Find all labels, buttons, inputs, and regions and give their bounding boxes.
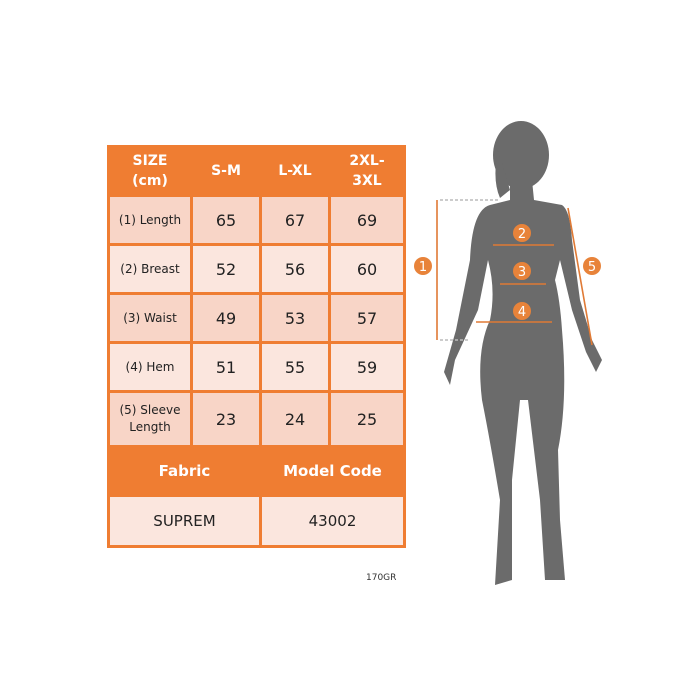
svg-text:2: 2 xyxy=(518,227,526,242)
fabric-data-row: SUPREM 43002 xyxy=(107,494,406,548)
marker-4: 4 xyxy=(513,302,531,320)
cell: 67 xyxy=(259,194,331,246)
model-code-value: 43002 xyxy=(259,494,406,548)
marker-2: 2 xyxy=(513,224,531,242)
measurement-arrows xyxy=(436,199,593,346)
header-s-m: S-M xyxy=(190,145,262,197)
size-chart-table: SIZE (cm) S-M L-XL 2XL- 3XL (1) Length 65… xyxy=(107,145,406,548)
row-label: (1) Length xyxy=(107,194,193,246)
marker-5: 5 xyxy=(583,257,601,275)
header-l-xl: L-XL xyxy=(259,145,331,197)
cell: 23 xyxy=(190,390,262,448)
cell: 57 xyxy=(328,292,406,344)
marker-1: 1 xyxy=(414,257,432,275)
cell: 60 xyxy=(328,243,406,295)
marker-3: 3 xyxy=(513,262,531,280)
fabric-header-row: Fabric Model Code xyxy=(107,445,406,497)
svg-text:5: 5 xyxy=(588,260,596,275)
table-row: (1) Length 65 67 69 xyxy=(107,194,406,246)
table-row: (4) Hem 51 55 59 xyxy=(107,341,406,393)
row-label: (4) Hem xyxy=(107,341,193,393)
cell: 49 xyxy=(190,292,262,344)
table-row: (2) Breast 52 56 60 xyxy=(107,243,406,295)
cell: 59 xyxy=(328,341,406,393)
header-size: SIZE (cm) xyxy=(107,145,193,197)
cell: 51 xyxy=(190,341,262,393)
cell: 55 xyxy=(259,341,331,393)
svg-text:3: 3 xyxy=(518,265,526,280)
cell: 56 xyxy=(259,243,331,295)
fabric-value: SUPREM xyxy=(107,494,262,548)
row-label: (2) Breast xyxy=(107,243,193,295)
model-code-header: Model Code xyxy=(259,445,406,497)
svg-text:4: 4 xyxy=(518,305,526,320)
table-row: (5) Sleeve Length 23 24 25 xyxy=(107,390,406,448)
fabric-weight-note: 170GR xyxy=(366,573,397,583)
svg-text:1: 1 xyxy=(419,260,427,275)
cell: 53 xyxy=(259,292,331,344)
row-label: (5) Sleeve Length xyxy=(107,390,193,448)
cell: 65 xyxy=(190,194,262,246)
cell: 24 xyxy=(259,390,331,448)
header-2xl-3xl: 2XL- 3XL xyxy=(328,145,406,197)
silhouette xyxy=(444,121,602,585)
cell: 25 xyxy=(328,390,406,448)
table-row: (3) Waist 49 53 57 xyxy=(107,292,406,344)
row-label: (3) Waist xyxy=(107,292,193,344)
cell: 69 xyxy=(328,194,406,246)
cell: 52 xyxy=(190,243,262,295)
table-header-row: SIZE (cm) S-M L-XL 2XL- 3XL xyxy=(107,145,406,197)
fabric-header: Fabric xyxy=(107,445,262,497)
